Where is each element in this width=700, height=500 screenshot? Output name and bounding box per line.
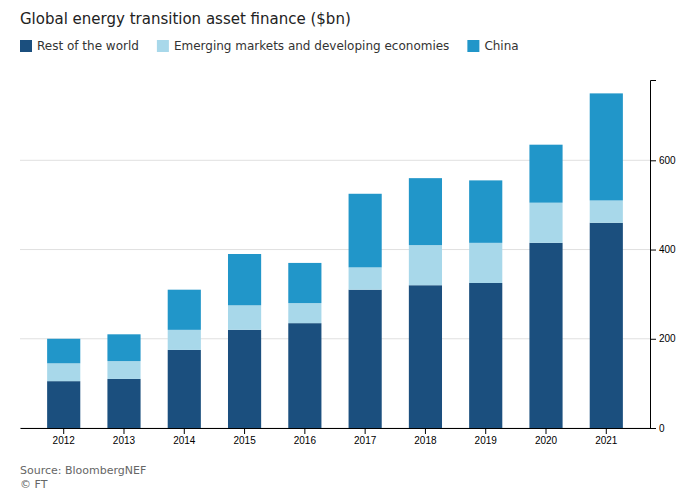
bar — [590, 223, 623, 428]
x-tick-label: 2016 — [294, 435, 317, 446]
bar — [529, 203, 562, 243]
x-tick-label: 2018 — [414, 435, 437, 446]
y-tick-mark — [650, 428, 656, 429]
x-tick-label: 2015 — [233, 435, 256, 446]
x-tick: 2016 — [294, 428, 317, 446]
bar — [47, 363, 80, 381]
bar — [168, 290, 201, 330]
y-tick-mark — [650, 160, 656, 161]
source: Source: BloombergNEF© FT — [20, 464, 146, 491]
bar — [590, 200, 623, 222]
x-tick: 2014 — [173, 428, 196, 446]
legend-swatch — [157, 40, 169, 52]
bar — [349, 194, 382, 268]
x-tick: 2015 — [233, 428, 256, 446]
legend-label: Rest of the world — [37, 39, 139, 53]
x-tick-mark — [606, 428, 607, 434]
x-tick-label: 2021 — [595, 435, 618, 446]
x-tick-label: 2019 — [475, 435, 498, 446]
x-tick: 2012 — [53, 428, 76, 446]
y-tick: 400 — [650, 244, 676, 255]
bar — [288, 263, 321, 303]
y-tick-mark — [650, 339, 656, 340]
x-tick-mark — [244, 428, 245, 434]
y-tick: 200 — [650, 333, 676, 344]
x-tick: 2018 — [414, 428, 437, 446]
bar — [47, 381, 80, 428]
bar — [168, 330, 201, 350]
x-tick: 2021 — [595, 428, 618, 446]
y-tick-label: 600 — [659, 155, 676, 166]
x-axis-line — [21, 428, 651, 429]
bar — [469, 283, 502, 428]
bar — [409, 285, 442, 428]
x-axis: 2012 2013 2014 2015 2016 2017 2018 2019 2020 2021 — [21, 428, 651, 446]
legend-label: China — [484, 39, 518, 53]
source-line: Source: BloombergNEF — [20, 464, 146, 477]
x-tick: 2020 — [535, 428, 558, 446]
x-tick-mark — [63, 428, 64, 434]
bar-series — [47, 200, 623, 381]
x-tick: 2017 — [354, 428, 377, 446]
x-tick-mark — [546, 428, 547, 434]
bar — [288, 323, 321, 428]
x-tick-mark — [485, 428, 486, 434]
bar — [288, 303, 321, 323]
bar — [529, 145, 562, 203]
x-tick-mark — [425, 428, 426, 434]
bar — [107, 379, 140, 428]
bar-series — [47, 223, 623, 428]
bar — [469, 180, 502, 242]
bar — [409, 245, 442, 285]
bar — [349, 290, 382, 428]
legend-label: Emerging markets and developing economie… — [174, 39, 449, 53]
bar — [469, 243, 502, 283]
legend-swatch — [20, 40, 32, 52]
bar — [107, 361, 140, 379]
y-tick: 600 — [650, 155, 676, 166]
source-line: © FT — [20, 478, 48, 491]
y-tick-label: 400 — [659, 244, 676, 255]
x-tick: 2013 — [113, 428, 136, 446]
bar — [349, 267, 382, 289]
y-tick-label: 200 — [659, 333, 676, 344]
title: Global energy transition asset finance (… — [20, 10, 351, 28]
chart: 2012 2013 2014 2015 2016 2017 2018 2019 2020 2021… — [0, 0, 700, 500]
bar — [529, 243, 562, 428]
bar — [47, 339, 80, 364]
x-tick: 2019 — [475, 428, 498, 446]
x-tick-label: 2012 — [53, 435, 76, 446]
x-tick-mark — [123, 428, 124, 434]
bar-series — [47, 93, 623, 363]
x-tick-mark — [365, 428, 366, 434]
bar — [168, 350, 201, 428]
y-axis-line — [651, 81, 657, 429]
y-tick-label: 0 — [659, 423, 665, 434]
legend: Rest of the world Emerging markets and de… — [20, 39, 519, 53]
legend-item: China — [467, 39, 518, 53]
bar — [107, 334, 140, 361]
bars — [47, 93, 623, 428]
legend-item: Emerging markets and developing economie… — [157, 39, 449, 53]
bar — [228, 330, 261, 428]
x-tick-mark — [304, 428, 305, 434]
x-tick-label: 2017 — [354, 435, 377, 446]
x-tick-mark — [184, 428, 185, 434]
legend-swatch — [467, 40, 479, 52]
x-tick-label: 2020 — [535, 435, 558, 446]
bar — [409, 178, 442, 245]
legend-item: Rest of the world — [20, 39, 139, 53]
bar — [228, 305, 261, 330]
x-tick-label: 2013 — [113, 435, 136, 446]
y-tick: 0 — [650, 423, 665, 434]
bar — [590, 93, 623, 200]
bar — [228, 254, 261, 305]
y-tick-mark — [650, 250, 656, 251]
y-axis: 0 200 400 600 — [650, 81, 676, 434]
x-tick-label: 2014 — [173, 435, 196, 446]
